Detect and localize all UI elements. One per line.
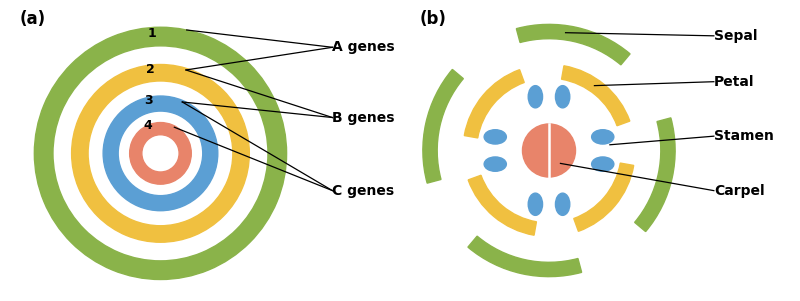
Text: 4: 4 bbox=[143, 119, 152, 132]
Text: Sepal: Sepal bbox=[714, 29, 758, 43]
Ellipse shape bbox=[555, 193, 570, 215]
Text: 3: 3 bbox=[145, 94, 153, 107]
Ellipse shape bbox=[484, 130, 506, 144]
Text: Stamen: Stamen bbox=[714, 129, 774, 143]
Text: 1: 1 bbox=[148, 27, 157, 40]
Wedge shape bbox=[34, 27, 286, 280]
Wedge shape bbox=[468, 175, 537, 235]
Wedge shape bbox=[130, 123, 191, 184]
Ellipse shape bbox=[528, 193, 542, 215]
Ellipse shape bbox=[528, 86, 542, 108]
Wedge shape bbox=[574, 163, 634, 231]
Wedge shape bbox=[634, 118, 675, 231]
Wedge shape bbox=[103, 96, 218, 211]
Wedge shape bbox=[464, 70, 524, 138]
Text: A genes: A genes bbox=[333, 40, 395, 54]
Ellipse shape bbox=[484, 157, 506, 171]
Circle shape bbox=[522, 124, 575, 177]
Text: B genes: B genes bbox=[333, 110, 395, 125]
Wedge shape bbox=[423, 70, 463, 183]
Wedge shape bbox=[562, 66, 630, 126]
Wedge shape bbox=[468, 236, 582, 277]
Ellipse shape bbox=[592, 157, 614, 171]
Text: 2: 2 bbox=[146, 64, 154, 76]
Ellipse shape bbox=[555, 86, 570, 108]
Text: (a): (a) bbox=[20, 10, 46, 28]
Text: Carpel: Carpel bbox=[714, 184, 765, 198]
Ellipse shape bbox=[592, 130, 614, 144]
Text: Petal: Petal bbox=[714, 75, 754, 89]
Text: C genes: C genes bbox=[333, 184, 394, 198]
Text: (b): (b) bbox=[420, 10, 447, 28]
Wedge shape bbox=[72, 64, 250, 242]
Wedge shape bbox=[516, 24, 630, 65]
